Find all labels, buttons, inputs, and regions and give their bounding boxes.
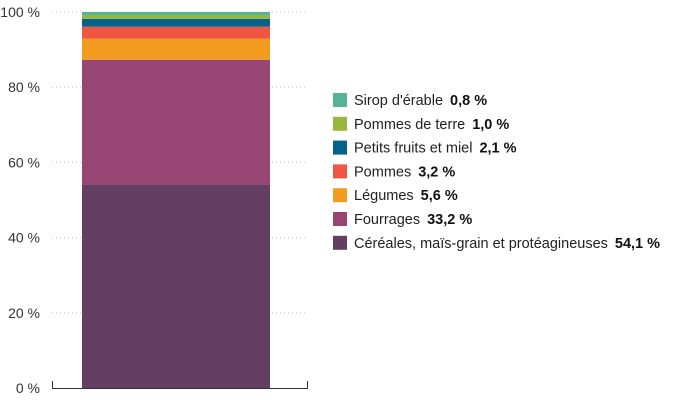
bar-segment — [82, 59, 270, 185]
bar-segment — [82, 12, 270, 16]
legend-label: Sirop d'érable — [354, 93, 443, 109]
legend-text: Céréales, maïs-grain et protéagineuses 54… — [354, 236, 660, 252]
y-tick-label: 80 % — [8, 79, 40, 95]
legend-label: Pommes de terre — [354, 117, 465, 133]
legend-swatch — [333, 188, 347, 203]
legend-label: Légumes — [354, 188, 414, 204]
bar-segment — [82, 18, 270, 27]
legend: Sirop d'érable 0,8 %Pommes de terre 1,0 %P… — [333, 93, 660, 252]
legend-label: Fourrages — [354, 212, 420, 228]
bar-segment — [82, 38, 270, 60]
legend-item: Légumes 5,6 % — [333, 188, 458, 204]
legend-swatch — [333, 93, 347, 107]
stacked-bar — [82, 12, 270, 388]
legend-text: Petits fruits et miel 2,1 % — [354, 141, 517, 157]
y-tick-label: 0 % — [16, 380, 40, 396]
bar-segment — [82, 184, 270, 388]
bar-segment — [82, 26, 270, 39]
legend-value: 0,8 % — [450, 93, 487, 109]
x-axis — [52, 381, 308, 389]
legend-swatch — [333, 140, 347, 155]
legend-item: Sirop d'érable 0,8 % — [333, 93, 487, 109]
legend-swatch — [333, 116, 347, 131]
legend-item: Fourrages 33,2 % — [333, 212, 472, 228]
legend-swatch — [333, 164, 347, 179]
legend-swatch — [333, 235, 347, 250]
legend-value: 2,1 % — [479, 141, 516, 157]
legend-text: Pommes 3,2 % — [354, 164, 455, 180]
legend-text: Fourrages 33,2 % — [354, 212, 472, 228]
legend-item: Céréales, maïs-grain et protéagineuses 54… — [333, 235, 660, 252]
legend-item: Pommes 3,2 % — [333, 164, 455, 180]
y-tick-label: 20 % — [8, 305, 40, 321]
legend-item: Pommes de terre 1,0 % — [333, 116, 509, 133]
y-tick-label: 60 % — [8, 154, 40, 170]
legend-value: 1,0 % — [472, 117, 509, 133]
legend-text: Sirop d'érable 0,8 % — [354, 93, 487, 109]
legend-swatch — [333, 212, 347, 226]
legend-value: 54,1 % — [615, 236, 660, 252]
legend-value: 33,2 % — [427, 212, 472, 228]
legend-label: Pommes — [354, 164, 411, 180]
y-tick-label: 40 % — [8, 230, 40, 246]
bar-segment — [82, 15, 270, 19]
legend-text: Pommes de terre 1,0 % — [354, 117, 509, 133]
legend-value: 5,6 % — [421, 188, 458, 204]
legend-label: Céréales, maïs-grain et protéagineuses — [354, 236, 608, 252]
y-tick-label: 100 % — [0, 4, 40, 20]
legend-text: Légumes 5,6 % — [354, 188, 458, 204]
legend-value: 3,2 % — [418, 164, 455, 180]
legend-item: Petits fruits et miel 2,1 % — [333, 140, 517, 157]
legend-label: Petits fruits et miel — [354, 141, 472, 157]
